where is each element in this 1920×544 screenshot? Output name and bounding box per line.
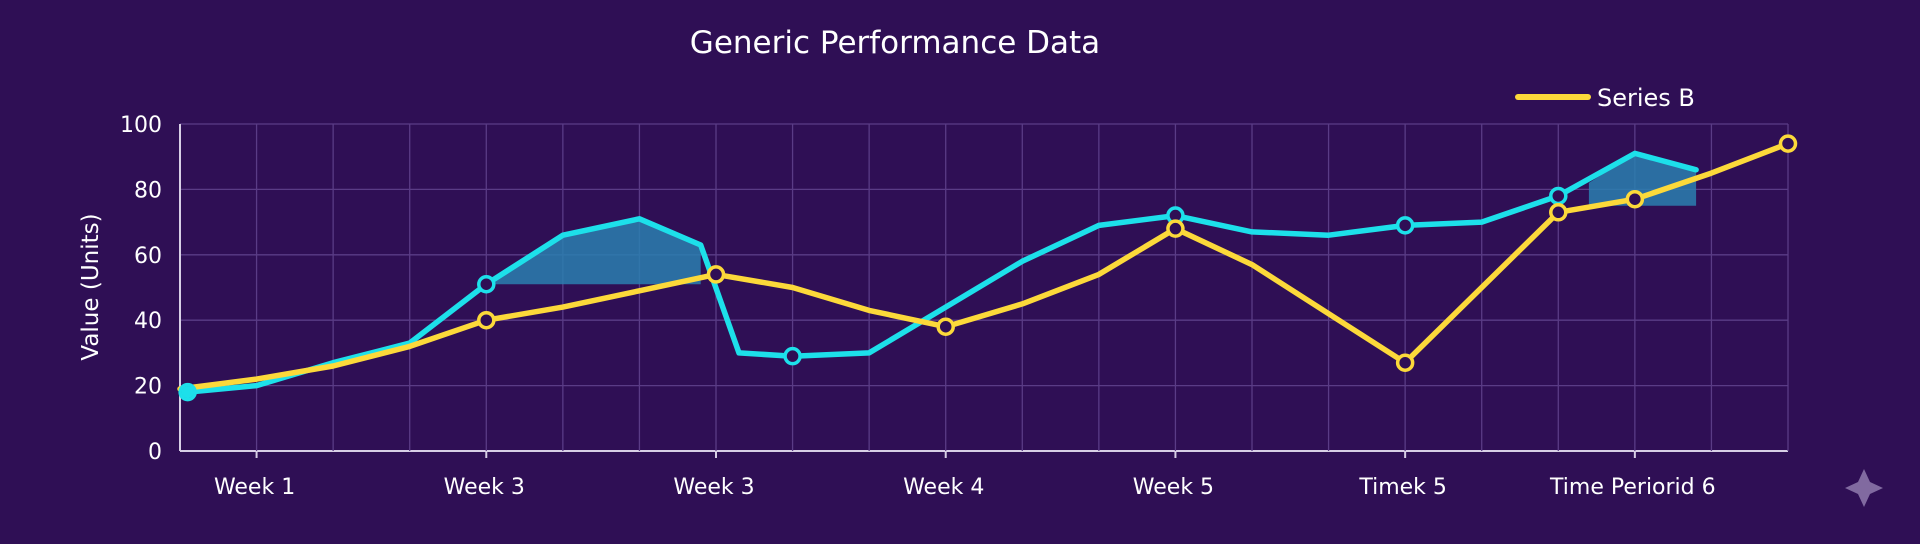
y-tick-label: 60 — [134, 244, 162, 269]
y-axis-label: Value (Units) — [78, 213, 104, 360]
series-a-start-point — [181, 386, 194, 399]
x-tick-labels: Week 1 Week 3 Week 3 Week 4 Week 5 Timek 5 Tim… — [214, 475, 1716, 500]
series-b-marker — [477, 310, 496, 330]
series-a-line — [184, 150, 1699, 395]
x-tick-label: Week 4 — [903, 475, 984, 500]
x-tick-label: Week 3 — [673, 475, 754, 500]
series-a-marker — [1395, 216, 1415, 235]
series-b-marker — [1166, 219, 1185, 238]
y-tick-label: 80 — [134, 178, 162, 203]
x-tick-label: Week 3 — [444, 475, 525, 500]
sparkle-icon — [1845, 469, 1883, 507]
y-tick-labels: 0 20 40 60 80 100 — [120, 113, 162, 465]
series-a-marker — [477, 274, 496, 294]
shaded-region-1 — [486, 218, 701, 285]
x-tick-label: Time Periorid 6 — [1549, 475, 1716, 500]
series-b-marker — [1395, 353, 1415, 372]
chart-title: Generic Performance Data — [690, 25, 1100, 61]
x-tick-label: Week 5 — [1133, 475, 1214, 500]
legend: Series B — [1515, 84, 1695, 112]
series-a-marker — [783, 346, 802, 366]
shaded-regions — [486, 153, 1697, 285]
y-tick-label: 100 — [120, 113, 162, 138]
x-tick-label: Week 1 — [214, 475, 295, 500]
y-tick-label: 0 — [148, 440, 162, 465]
grid — [179, 123, 1789, 458]
x-tick-label: Timek 5 — [1358, 475, 1447, 500]
series-b-line — [177, 140, 1791, 392]
series-a-marker — [1549, 186, 1568, 206]
y-tick-label: 20 — [134, 375, 162, 400]
series-b-marker — [1549, 203, 1568, 222]
series-b-marker — [936, 317, 955, 336]
series-lines — [177, 140, 1791, 395]
series-b-marker — [1778, 134, 1798, 153]
y-tick-label: 40 — [134, 309, 162, 334]
series-b-marker — [1625, 189, 1645, 209]
series-markers — [178, 134, 1798, 402]
series-b-marker — [706, 265, 726, 284]
legend-label-series-b: Series B — [1597, 84, 1695, 112]
